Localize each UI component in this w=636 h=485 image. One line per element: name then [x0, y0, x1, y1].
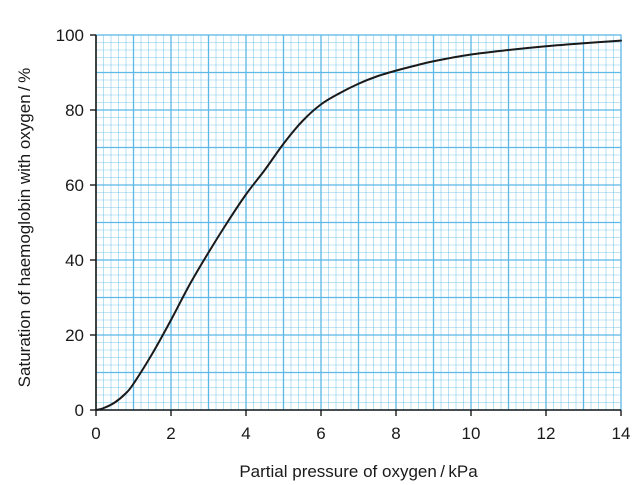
y-tick-label: 60	[65, 176, 84, 195]
x-tick-label: 14	[612, 424, 631, 443]
x-tick-label: 4	[241, 424, 250, 443]
y-tick-label: 100	[56, 26, 84, 45]
tick-marks	[90, 34, 622, 416]
y-axis-label: Saturation of haemoglobin with oxygen / …	[15, 68, 34, 388]
dissociation-curve	[95, 39, 622, 411]
x-tick-label: 0	[91, 424, 100, 443]
x-tick-label: 8	[391, 424, 400, 443]
axes	[95, 35, 621, 411]
curve-layer	[95, 39, 622, 411]
x-tick-label: 10	[462, 424, 481, 443]
y-tick-label: 20	[65, 326, 84, 345]
y-tick-label: 80	[65, 101, 84, 120]
x-tick-label: 12	[537, 424, 556, 443]
y-tick-label: 0	[75, 401, 84, 420]
tick-labels: 0 2 4 6 8 10 12 14 0 20 40 60 80 100	[56, 26, 631, 443]
x-tick-label: 6	[316, 424, 325, 443]
x-tick-label: 2	[166, 424, 175, 443]
grid-major-lines	[95, 34, 622, 411]
x-axis-label: Partial pressure of oxygen / kPa	[239, 462, 478, 481]
y-tick-label: 40	[65, 251, 84, 270]
